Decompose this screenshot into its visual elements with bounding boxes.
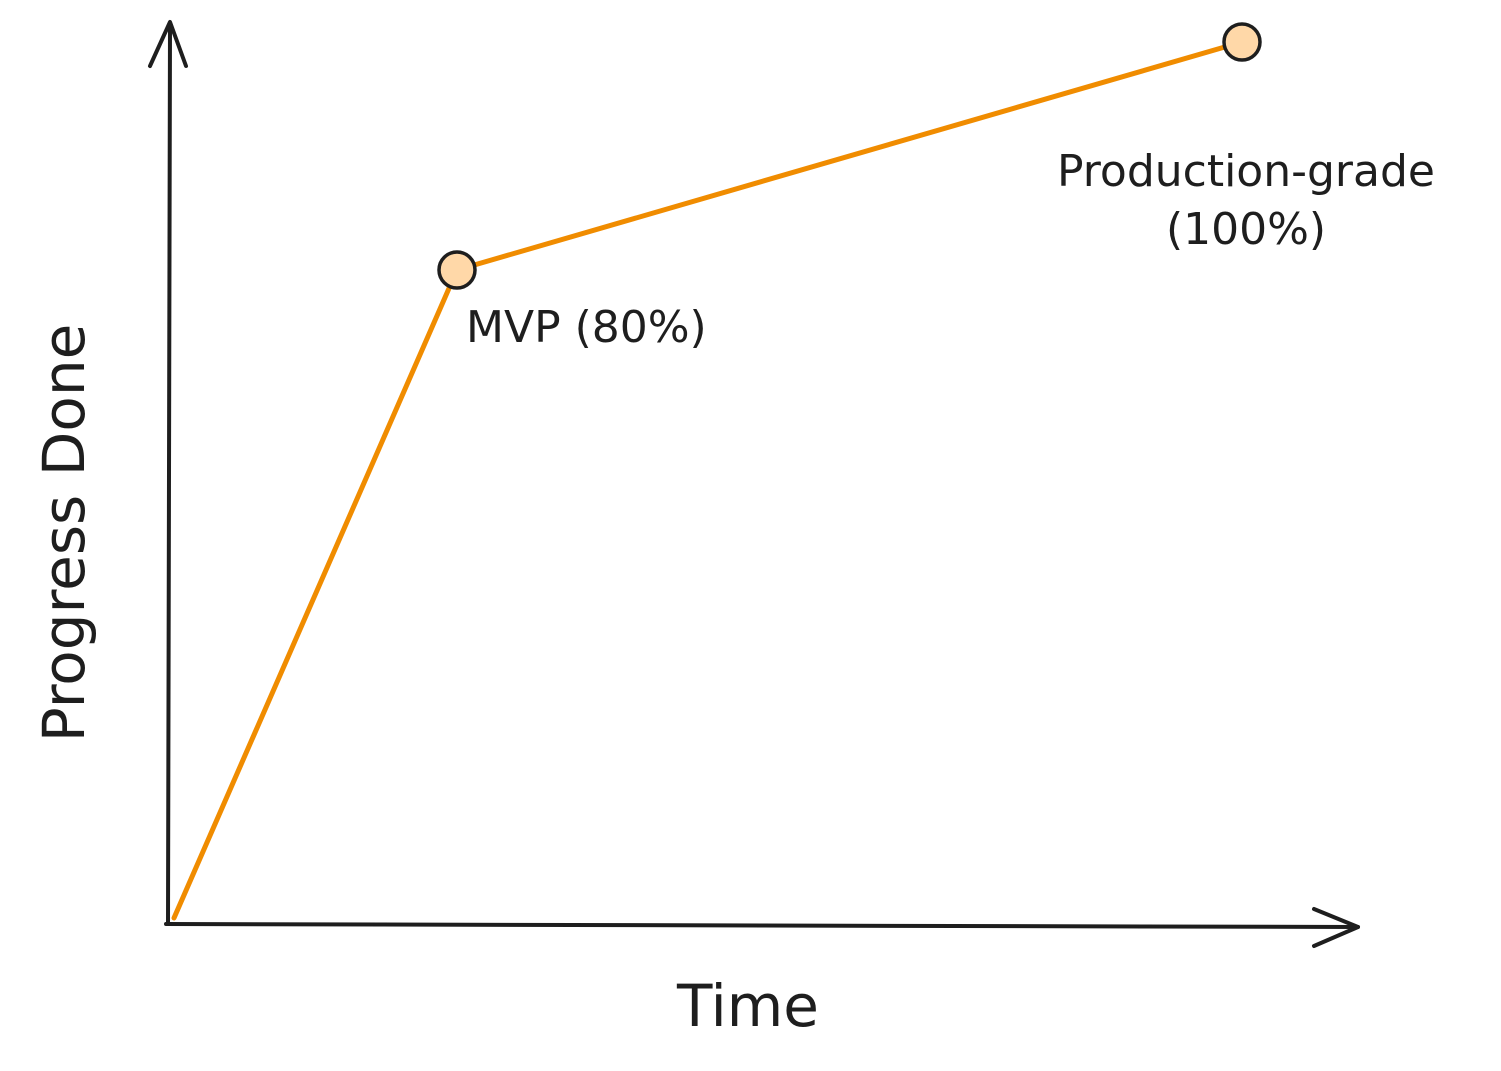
y-axis <box>148 20 188 926</box>
y-axis-line <box>166 22 172 926</box>
x-axis <box>164 907 1360 948</box>
series-layer: MVP (80%) Production-grade (100%) <box>171 22 1435 921</box>
x-axis-line <box>164 922 1360 929</box>
production-point-label: Production-grade (100%) <box>1057 146 1435 255</box>
x-axis-arrowhead <box>1312 907 1360 948</box>
y-axis-arrowhead <box>148 20 188 68</box>
x-axis-title: Time <box>676 972 819 1040</box>
mvp-point-marker <box>437 250 477 290</box>
production-point-label-line: Production-grade <box>1057 146 1435 197</box>
y-axis-title: Progress Done <box>30 324 98 743</box>
production-point-marker <box>1222 22 1262 62</box>
mvp-point-label: MVP (80%) <box>466 302 707 353</box>
production-point-label-line: (100%) <box>1166 204 1326 255</box>
